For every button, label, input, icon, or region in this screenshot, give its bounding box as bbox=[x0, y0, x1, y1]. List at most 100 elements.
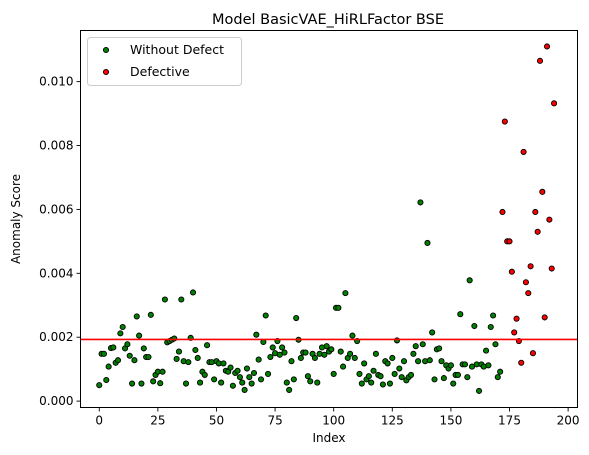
data-point bbox=[527, 263, 534, 270]
plot-frame bbox=[80, 30, 578, 408]
data-point bbox=[389, 354, 396, 362]
data-point bbox=[286, 386, 293, 393]
data-point bbox=[302, 349, 309, 356]
data-point bbox=[330, 370, 337, 378]
data-point bbox=[410, 350, 417, 357]
data-point bbox=[175, 348, 183, 355]
data-point bbox=[248, 380, 255, 387]
data-point bbox=[241, 386, 248, 393]
data-point bbox=[393, 337, 401, 344]
data-point bbox=[255, 356, 262, 363]
data-point bbox=[321, 351, 328, 358]
data-point bbox=[536, 57, 544, 64]
x-tick-label: 50 bbox=[209, 414, 224, 428]
data-point bbox=[384, 360, 391, 367]
data-point bbox=[246, 374, 253, 381]
data-point bbox=[466, 277, 473, 284]
data-point bbox=[229, 382, 236, 389]
legend-marker-without-defect bbox=[102, 46, 110, 54]
data-point bbox=[96, 382, 103, 389]
data-point bbox=[290, 376, 297, 383]
data-point bbox=[398, 374, 405, 381]
data-point bbox=[457, 311, 464, 318]
y-tick-label: 0.008 bbox=[39, 139, 73, 153]
data-point bbox=[412, 343, 419, 350]
data-point bbox=[114, 357, 122, 364]
data-point bbox=[267, 353, 274, 361]
data-point bbox=[468, 363, 476, 370]
data-point bbox=[370, 367, 377, 374]
data-point bbox=[365, 373, 372, 380]
data-point bbox=[220, 360, 227, 367]
data-point bbox=[185, 359, 192, 366]
data-point bbox=[525, 290, 532, 297]
y-tick-label: 0.006 bbox=[39, 202, 73, 216]
data-point bbox=[501, 118, 508, 125]
data-point bbox=[276, 351, 283, 358]
data-point bbox=[250, 369, 258, 377]
data-point bbox=[513, 315, 520, 322]
data-point bbox=[293, 314, 300, 322]
data-point bbox=[543, 43, 551, 50]
data-point bbox=[157, 380, 164, 387]
data-point bbox=[136, 332, 143, 339]
data-point bbox=[100, 350, 107, 357]
data-point bbox=[178, 296, 185, 303]
data-point bbox=[379, 381, 386, 388]
data-point bbox=[105, 363, 112, 370]
data-point bbox=[438, 358, 445, 365]
data-point bbox=[204, 342, 211, 349]
data-point bbox=[396, 365, 403, 372]
data-point bbox=[337, 348, 344, 355]
y-tick-label: 0.002 bbox=[39, 330, 73, 344]
x-tick-label: 125 bbox=[381, 414, 404, 428]
data-point bbox=[189, 289, 197, 296]
data-point bbox=[407, 371, 415, 378]
data-point bbox=[358, 380, 365, 387]
data-point bbox=[548, 265, 555, 272]
data-point bbox=[347, 350, 354, 357]
data-point bbox=[171, 335, 178, 342]
chart-title: Model BasicVAE_HiRLFactor BSE bbox=[212, 12, 444, 28]
data-point bbox=[361, 360, 368, 367]
data-point bbox=[483, 347, 490, 354]
data-point bbox=[386, 380, 394, 387]
data-point bbox=[119, 323, 126, 331]
data-point bbox=[464, 374, 471, 381]
data-point bbox=[159, 368, 166, 375]
data-point bbox=[377, 373, 384, 380]
data-point bbox=[551, 100, 558, 107]
data-point bbox=[372, 350, 379, 357]
data-point bbox=[307, 378, 314, 385]
data-point bbox=[454, 371, 461, 378]
data-point bbox=[351, 354, 358, 362]
data-point bbox=[161, 296, 168, 303]
legend-label-without-defect: Without Defect bbox=[130, 42, 224, 57]
data-point bbox=[485, 362, 492, 369]
data-point bbox=[124, 341, 131, 348]
data-point bbox=[110, 344, 117, 351]
legend-box bbox=[87, 37, 242, 86]
x-tick-label: 25 bbox=[150, 414, 165, 428]
data-point bbox=[518, 359, 525, 366]
data-point bbox=[147, 311, 154, 318]
data-point bbox=[508, 268, 515, 275]
data-point bbox=[541, 314, 548, 321]
data-point bbox=[490, 312, 497, 319]
data-point bbox=[253, 331, 260, 338]
data-point bbox=[239, 379, 246, 386]
y-axis-label: Anomaly Score bbox=[9, 174, 23, 264]
y-axis: 0.000 0.002 0.004 0.006 0.008 0.010 bbox=[39, 75, 81, 408]
data-point bbox=[391, 370, 398, 378]
data-point bbox=[197, 379, 204, 386]
data-point bbox=[311, 354, 318, 362]
x-tick-label: 200 bbox=[557, 414, 580, 428]
legend-marker-defective bbox=[102, 68, 110, 76]
data-point bbox=[342, 290, 349, 297]
data-point bbox=[429, 329, 436, 336]
data-point bbox=[431, 376, 438, 383]
y-tick-label: 0.000 bbox=[39, 394, 73, 408]
data-point bbox=[218, 379, 225, 386]
data-point bbox=[426, 357, 433, 364]
data-point bbox=[499, 208, 506, 216]
